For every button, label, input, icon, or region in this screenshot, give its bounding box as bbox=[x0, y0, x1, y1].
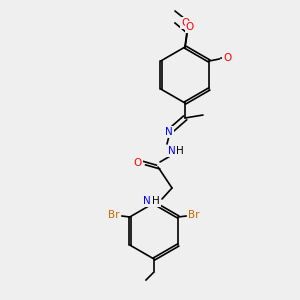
Text: O: O bbox=[186, 22, 194, 32]
Text: N: N bbox=[143, 196, 151, 206]
Text: H: H bbox=[152, 196, 160, 206]
Text: O: O bbox=[223, 53, 231, 63]
Text: N: N bbox=[165, 127, 173, 137]
Text: Br: Br bbox=[188, 210, 200, 220]
Text: N: N bbox=[168, 146, 176, 156]
Text: H: H bbox=[176, 146, 184, 156]
Text: Br: Br bbox=[108, 210, 119, 220]
Text: O: O bbox=[134, 158, 142, 168]
Text: O: O bbox=[181, 18, 189, 28]
